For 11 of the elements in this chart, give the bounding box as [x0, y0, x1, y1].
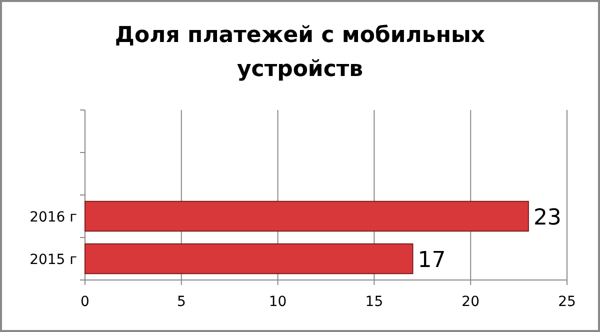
x-tick-label: 25 — [558, 294, 576, 310]
x-tick-label: 15 — [365, 294, 384, 310]
x-tick-label: 10 — [268, 294, 287, 310]
x-tick-label: 5 — [176, 294, 186, 310]
data-label: 23 — [533, 205, 562, 230]
y-tick-label: 2015 г — [30, 252, 77, 268]
x-tick-label: 0 — [80, 294, 90, 310]
y-tick-label: 2016 г — [30, 209, 77, 226]
chart-title: Доля платежей с мобильных устройств — [114, 23, 486, 82]
x-tick-label: 20 — [462, 294, 480, 310]
data-label: 17 — [418, 248, 446, 273]
